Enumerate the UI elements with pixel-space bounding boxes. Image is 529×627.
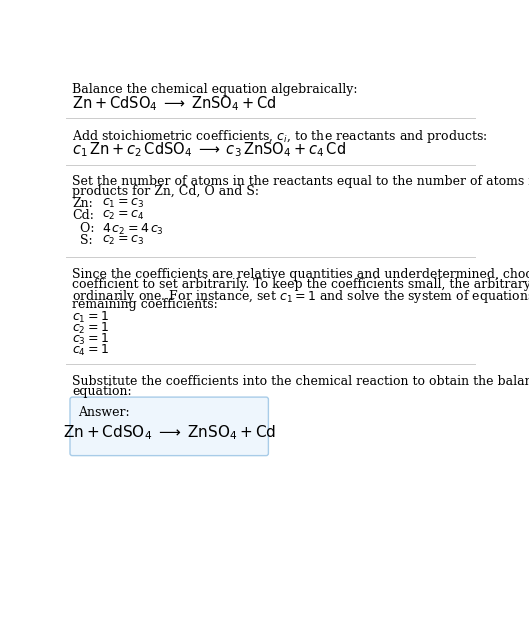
Text: $c_1 = 1$: $c_1 = 1$ <box>72 310 109 325</box>
Text: O:: O: <box>72 221 95 234</box>
Text: $c_1\,\mathrm{Zn} + c_2\,\mathrm{CdSO_4}\;\longrightarrow\;c_3\,\mathrm{ZnSO_4} : $c_1\,\mathrm{Zn} + c_2\,\mathrm{CdSO_4}… <box>72 140 346 159</box>
Text: Substitute the coefficients into the chemical reaction to obtain the balanced: Substitute the coefficients into the che… <box>72 375 529 387</box>
Text: equation:: equation: <box>72 385 132 398</box>
Text: remaining coefficients:: remaining coefficients: <box>72 298 218 311</box>
Text: coefficient to set arbitrarily. To keep the coefficients small, the arbitrary va: coefficient to set arbitrarily. To keep … <box>72 278 529 291</box>
Text: $c_2 = c_3$: $c_2 = c_3$ <box>102 234 144 247</box>
Text: ordinarily one. For instance, set $c_1 = 1$ and solve the system of equations fo: ordinarily one. For instance, set $c_1 =… <box>72 288 529 305</box>
Text: $c_4 = 1$: $c_4 = 1$ <box>72 342 109 357</box>
Text: $c_2 = c_4$: $c_2 = c_4$ <box>102 209 144 223</box>
Text: $c_3 = 1$: $c_3 = 1$ <box>72 332 109 347</box>
Text: Balance the chemical equation algebraically:: Balance the chemical equation algebraica… <box>72 83 358 96</box>
Text: Zn:: Zn: <box>72 197 93 210</box>
Text: Since the coefficients are relative quantities and underdetermined, choose a: Since the coefficients are relative quan… <box>72 268 529 281</box>
Text: $\mathrm{Zn} + \mathrm{CdSO_4}\;\longrightarrow\;\mathrm{ZnSO_4} + \mathrm{Cd}$: $\mathrm{Zn} + \mathrm{CdSO_4}\;\longrig… <box>72 95 277 113</box>
Text: Answer:: Answer: <box>78 406 130 419</box>
Text: products for Zn, Cd, O and S:: products for Zn, Cd, O and S: <box>72 186 259 198</box>
Text: Add stoichiometric coefficients, $c_i$, to the reactants and products:: Add stoichiometric coefficients, $c_i$, … <box>72 129 488 145</box>
Text: $c_2 = 1$: $c_2 = 1$ <box>72 321 109 336</box>
Text: $4\,c_2 = 4\,c_3$: $4\,c_2 = 4\,c_3$ <box>102 221 163 236</box>
Text: $c_1 = c_3$: $c_1 = c_3$ <box>102 197 144 210</box>
Text: Set the number of atoms in the reactants equal to the number of atoms in the: Set the number of atoms in the reactants… <box>72 176 529 188</box>
Text: Cd:: Cd: <box>72 209 94 222</box>
Text: S:: S: <box>72 234 93 247</box>
FancyBboxPatch shape <box>70 397 268 456</box>
Text: $\mathrm{Zn} + \mathrm{CdSO_4}\;\longrightarrow\;\mathrm{ZnSO_4} + \mathrm{Cd}$: $\mathrm{Zn} + \mathrm{CdSO_4}\;\longrig… <box>62 423 276 442</box>
